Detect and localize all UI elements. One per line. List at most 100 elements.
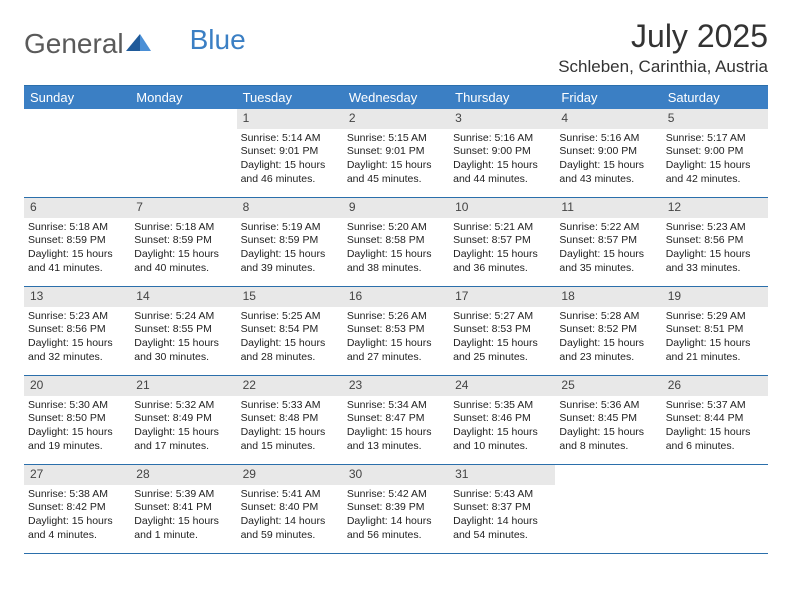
sunset-text: Sunset: 9:00 PM [453,145,551,159]
triangle-icon [126,31,152,58]
sunrise-text: Sunrise: 5:28 AM [559,310,657,324]
day-body: Sunrise: 5:27 AMSunset: 8:53 PMDaylight:… [449,307,555,369]
daylight-text: Daylight: 15 hours and 46 minutes. [241,159,339,186]
daylight-text: Daylight: 15 hours and 43 minutes. [559,159,657,186]
logo: General Blue [24,28,246,60]
day-cell: 9Sunrise: 5:20 AMSunset: 8:58 PMDaylight… [343,198,449,286]
day-cell: 7Sunrise: 5:18 AMSunset: 8:59 PMDaylight… [130,198,236,286]
day-number: 26 [662,376,768,396]
day-body: Sunrise: 5:42 AMSunset: 8:39 PMDaylight:… [343,485,449,547]
sunset-text: Sunset: 8:39 PM [347,501,445,515]
daylight-text: Daylight: 15 hours and 38 minutes. [347,248,445,275]
sunrise-text: Sunrise: 5:18 AM [134,221,232,235]
day-number: 23 [343,376,449,396]
daylight-text: Daylight: 15 hours and 27 minutes. [347,337,445,364]
sunrise-text: Sunrise: 5:24 AM [134,310,232,324]
day-body: Sunrise: 5:23 AMSunset: 8:56 PMDaylight:… [662,218,768,280]
daylight-text: Daylight: 15 hours and 15 minutes. [241,426,339,453]
day-number: 31 [449,465,555,485]
day-cell: 20Sunrise: 5:30 AMSunset: 8:50 PMDayligh… [24,376,130,464]
day-cell: 2Sunrise: 5:15 AMSunset: 9:01 PMDaylight… [343,109,449,197]
logo-text-2: Blue [190,24,246,56]
weeks-container: ..1Sunrise: 5:14 AMSunset: 9:01 PMDaylig… [24,109,768,554]
day-body: Sunrise: 5:18 AMSunset: 8:59 PMDaylight:… [130,218,236,280]
day-body: Sunrise: 5:21 AMSunset: 8:57 PMDaylight:… [449,218,555,280]
daylight-text: Daylight: 14 hours and 56 minutes. [347,515,445,542]
day-number: 10 [449,198,555,218]
sunset-text: Sunset: 8:59 PM [28,234,126,248]
day-cell: 27Sunrise: 5:38 AMSunset: 8:42 PMDayligh… [24,465,130,553]
day-cell: 4Sunrise: 5:16 AMSunset: 9:00 PMDaylight… [555,109,661,197]
week-row: 6Sunrise: 5:18 AMSunset: 8:59 PMDaylight… [24,198,768,287]
day-header: Wednesday [343,86,449,109]
day-body: Sunrise: 5:32 AMSunset: 8:49 PMDaylight:… [130,396,236,458]
daylight-text: Daylight: 15 hours and 6 minutes. [666,426,764,453]
day-cell: 29Sunrise: 5:41 AMSunset: 8:40 PMDayligh… [237,465,343,553]
sunset-text: Sunset: 8:59 PM [241,234,339,248]
day-body: Sunrise: 5:20 AMSunset: 8:58 PMDaylight:… [343,218,449,280]
daylight-text: Daylight: 14 hours and 54 minutes. [453,515,551,542]
sunrise-text: Sunrise: 5:42 AM [347,488,445,502]
daylight-text: Daylight: 15 hours and 4 minutes. [28,515,126,542]
week-row: ..1Sunrise: 5:14 AMSunset: 9:01 PMDaylig… [24,109,768,198]
day-body: Sunrise: 5:18 AMSunset: 8:59 PMDaylight:… [24,218,130,280]
sunset-text: Sunset: 8:55 PM [134,323,232,337]
day-number: 17 [449,287,555,307]
sunrise-text: Sunrise: 5:38 AM [28,488,126,502]
day-cell: 14Sunrise: 5:24 AMSunset: 8:55 PMDayligh… [130,287,236,375]
day-cell: 22Sunrise: 5:33 AMSunset: 8:48 PMDayligh… [237,376,343,464]
sunrise-text: Sunrise: 5:30 AM [28,399,126,413]
sunset-text: Sunset: 9:01 PM [241,145,339,159]
day-body: Sunrise: 5:43 AMSunset: 8:37 PMDaylight:… [449,485,555,547]
day-body: Sunrise: 5:17 AMSunset: 9:00 PMDaylight:… [662,129,768,191]
day-cell: 10Sunrise: 5:21 AMSunset: 8:57 PMDayligh… [449,198,555,286]
sunset-text: Sunset: 8:47 PM [347,412,445,426]
day-body: Sunrise: 5:19 AMSunset: 8:59 PMDaylight:… [237,218,343,280]
day-number: 5 [662,109,768,129]
daylight-text: Daylight: 15 hours and 44 minutes. [453,159,551,186]
sunset-text: Sunset: 8:41 PM [134,501,232,515]
day-number: 7 [130,198,236,218]
day-body: Sunrise: 5:29 AMSunset: 8:51 PMDaylight:… [662,307,768,369]
sunset-text: Sunset: 8:44 PM [666,412,764,426]
day-number: 24 [449,376,555,396]
daylight-text: Daylight: 15 hours and 21 minutes. [666,337,764,364]
daylight-text: Daylight: 15 hours and 42 minutes. [666,159,764,186]
sunrise-text: Sunrise: 5:16 AM [559,132,657,146]
title-block: July 2025 Schleben, Carinthia, Austria [558,18,768,77]
sunrise-text: Sunrise: 5:34 AM [347,399,445,413]
sunset-text: Sunset: 9:01 PM [347,145,445,159]
daylight-text: Daylight: 15 hours and 19 minutes. [28,426,126,453]
day-number: 14 [130,287,236,307]
daylight-text: Daylight: 15 hours and 40 minutes. [134,248,232,275]
header: General Blue July 2025 Schleben, Carinth… [24,18,768,77]
daylight-text: Daylight: 15 hours and 17 minutes. [134,426,232,453]
sunset-text: Sunset: 8:37 PM [453,501,551,515]
day-cell: . [662,465,768,553]
daylight-text: Daylight: 15 hours and 23 minutes. [559,337,657,364]
sunrise-text: Sunrise: 5:36 AM [559,399,657,413]
week-row: 13Sunrise: 5:23 AMSunset: 8:56 PMDayligh… [24,287,768,376]
day-number: 15 [237,287,343,307]
day-number: 19 [662,287,768,307]
day-number: 27 [24,465,130,485]
sunset-text: Sunset: 8:57 PM [559,234,657,248]
day-number: 13 [24,287,130,307]
sunrise-text: Sunrise: 5:21 AM [453,221,551,235]
day-number: 20 [24,376,130,396]
daylight-text: Daylight: 15 hours and 32 minutes. [28,337,126,364]
day-header: Sunday [24,86,130,109]
day-cell: 30Sunrise: 5:42 AMSunset: 8:39 PMDayligh… [343,465,449,553]
week-row: 27Sunrise: 5:38 AMSunset: 8:42 PMDayligh… [24,465,768,554]
sunset-text: Sunset: 8:58 PM [347,234,445,248]
day-cell: 25Sunrise: 5:36 AMSunset: 8:45 PMDayligh… [555,376,661,464]
day-body: Sunrise: 5:33 AMSunset: 8:48 PMDaylight:… [237,396,343,458]
sunrise-text: Sunrise: 5:37 AM [666,399,764,413]
day-body: Sunrise: 5:38 AMSunset: 8:42 PMDaylight:… [24,485,130,547]
sunset-text: Sunset: 8:45 PM [559,412,657,426]
day-cell: 31Sunrise: 5:43 AMSunset: 8:37 PMDayligh… [449,465,555,553]
day-cell: 18Sunrise: 5:28 AMSunset: 8:52 PMDayligh… [555,287,661,375]
day-number: 22 [237,376,343,396]
day-number: 3 [449,109,555,129]
day-body: Sunrise: 5:30 AMSunset: 8:50 PMDaylight:… [24,396,130,458]
